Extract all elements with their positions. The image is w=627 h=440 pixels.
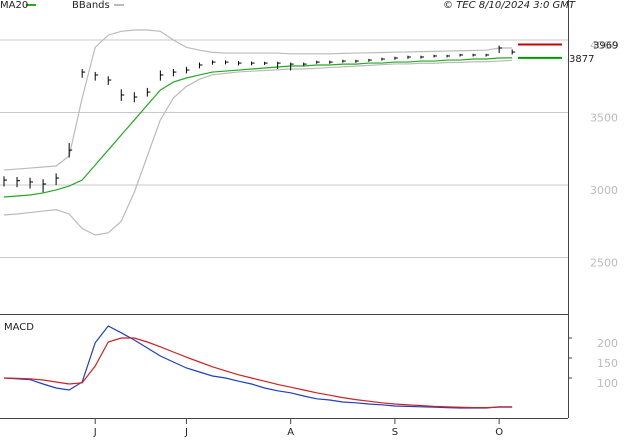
- x-tick-label: S: [392, 427, 398, 438]
- y-tick-label: 200: [597, 337, 618, 350]
- x-tick-label: A: [287, 427, 294, 438]
- macd-line: [3, 325, 513, 409]
- macd-title: MACD: [4, 322, 34, 333]
- band-line: [3, 29, 513, 171]
- band-line: [3, 59, 513, 236]
- y-tick-label: 150: [597, 357, 618, 370]
- y-tick-label: 2500: [590, 256, 618, 269]
- x-tick-label: J: [93, 427, 97, 438]
- legend-label: BBands: [72, 0, 110, 11]
- last-label: 3877: [569, 54, 594, 65]
- macd-line: [3, 337, 513, 409]
- y-tick-label: 100: [597, 377, 618, 390]
- copyright: © TEC 8/10/2024 3:0 GMT: [443, 0, 576, 11]
- y-tick-label: 3000: [590, 184, 618, 197]
- last-label: 3969: [593, 41, 618, 52]
- legend-label: MA20: [0, 0, 28, 11]
- x-tick-label: O: [495, 427, 503, 438]
- y-tick-label: 4000: [590, 39, 618, 52]
- x-tick-label: J: [184, 427, 188, 438]
- ma-line: [3, 57, 513, 198]
- y-tick-label: 3500: [590, 112, 618, 125]
